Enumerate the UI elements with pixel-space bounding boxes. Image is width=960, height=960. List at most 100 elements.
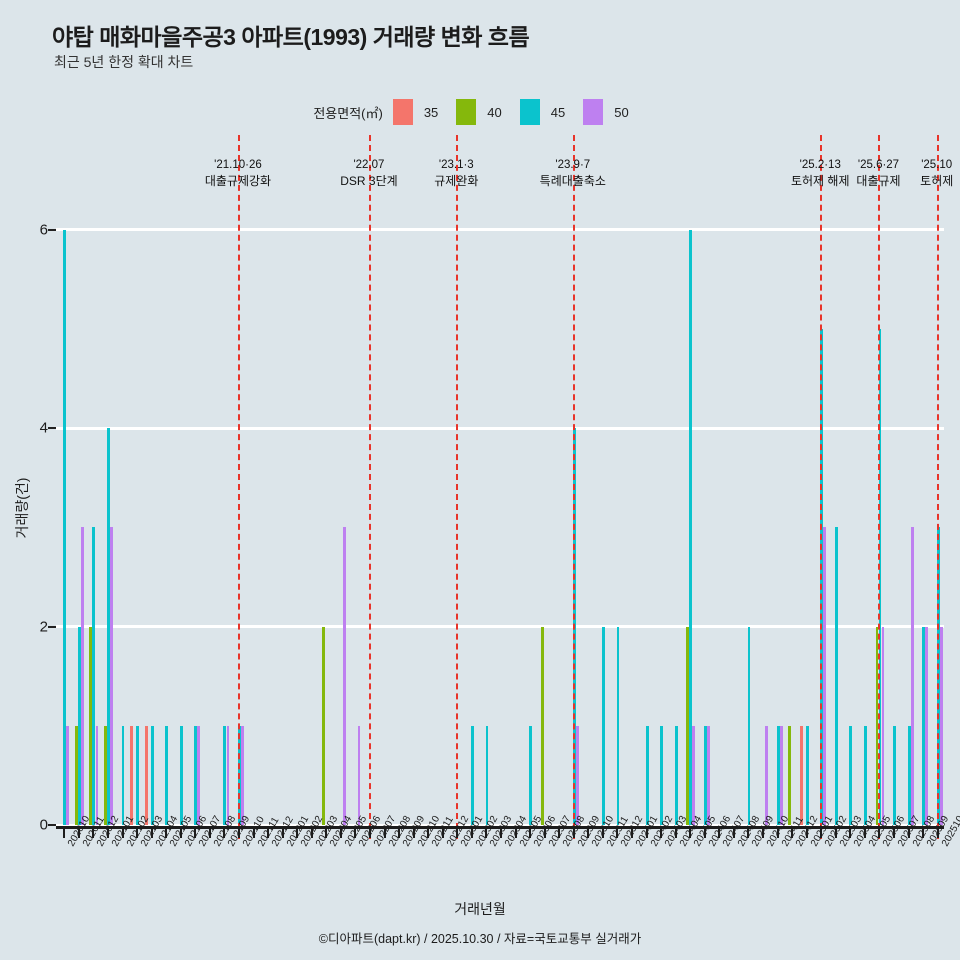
- bar[interactable]: [575, 725, 579, 825]
- x-tick-mark: [922, 829, 925, 838]
- bar[interactable]: [747, 626, 751, 825]
- bar[interactable]: [674, 725, 678, 825]
- x-tick-mark: [470, 829, 473, 838]
- bar[interactable]: [616, 626, 620, 825]
- x-tick-mark: [121, 829, 124, 838]
- bar[interactable]: [907, 725, 911, 825]
- x-tick-mark: [878, 829, 881, 838]
- bar[interactable]: [864, 725, 867, 825]
- y-tick-mark: [48, 228, 56, 231]
- x-tick-mark: [383, 829, 386, 838]
- y-tick-label: 2: [39, 618, 48, 636]
- bar[interactable]: [849, 725, 853, 825]
- bar[interactable]: [107, 428, 110, 825]
- bar[interactable]: [805, 725, 809, 825]
- bar[interactable]: [881, 626, 885, 825]
- x-tick-mark: [267, 829, 270, 838]
- legend-label: 40: [487, 104, 502, 120]
- annotation-label: '23.1·3 규제완화: [434, 158, 478, 189]
- bar[interactable]: [645, 725, 649, 825]
- x-tick-mark: [805, 829, 808, 838]
- bar[interactable]: [910, 527, 914, 825]
- bar[interactable]: [74, 725, 78, 825]
- bar[interactable]: [130, 725, 133, 825]
- annotation-text: 대출규제: [856, 174, 901, 188]
- annotation-text: 대출규제강화: [204, 174, 272, 188]
- bar[interactable]: [194, 725, 198, 825]
- bar[interactable]: [765, 725, 769, 825]
- page-subtitle: 최근 5년 한정 확대 차트: [54, 54, 194, 70]
- bar[interactable]: [834, 527, 838, 825]
- bar[interactable]: [110, 527, 113, 825]
- annotation-line: [820, 135, 823, 839]
- bar[interactable]: [77, 626, 81, 825]
- legend-swatch-icon: [456, 99, 477, 125]
- bar[interactable]: [779, 725, 783, 825]
- bar[interactable]: [601, 626, 605, 825]
- annotation-date: '25.10: [921, 159, 953, 171]
- legend-item-35[interactable]: 35: [392, 99, 452, 125]
- x-tick-mark: [747, 829, 750, 838]
- legend-item-50[interactable]: 50: [583, 99, 642, 125]
- x-tick-mark: [762, 829, 765, 838]
- bar[interactable]: [144, 725, 148, 825]
- bar[interactable]: [799, 725, 803, 825]
- bar[interactable]: [121, 725, 125, 825]
- x-tick-mark: [703, 829, 706, 838]
- x-tick-mark: [339, 829, 342, 838]
- page-title: 야탑 매화마을주공3 아파트(1993) 거래량 변화 흐름: [52, 24, 530, 50]
- bar[interactable]: [95, 725, 99, 825]
- bar[interactable]: [150, 725, 154, 825]
- bar[interactable]: [357, 725, 361, 825]
- bar[interactable]: [893, 725, 896, 825]
- bar[interactable]: [875, 626, 879, 825]
- bar[interactable]: [63, 229, 67, 825]
- bar[interactable]: [92, 527, 96, 825]
- bar[interactable]: [660, 725, 664, 825]
- x-tick-mark: [907, 829, 910, 838]
- bar[interactable]: [939, 626, 943, 825]
- bar[interactable]: [529, 725, 533, 825]
- x-tick-mark: [616, 829, 619, 838]
- footer-credit: ©디아파트(dapt.kr) / 2025.10.30 / 자료=국토교통부 실…: [318, 932, 642, 946]
- legend-item-40[interactable]: 40: [456, 99, 515, 125]
- bar[interactable]: [241, 725, 244, 825]
- annotation-label: '21.10·26 대출규제강화: [205, 158, 271, 189]
- x-tick-mark: [310, 829, 313, 838]
- bar[interactable]: [179, 725, 183, 825]
- bar[interactable]: [540, 626, 544, 825]
- bar[interactable]: [788, 725, 792, 825]
- bar[interactable]: [342, 527, 346, 825]
- bar[interactable]: [470, 725, 474, 825]
- x-tick-mark: [281, 829, 284, 838]
- legend-title: 전용면적(㎡): [313, 105, 383, 121]
- bar[interactable]: [66, 725, 70, 825]
- x-tick-mark: [674, 829, 677, 838]
- bar[interactable]: [226, 725, 230, 825]
- legend-item-45[interactable]: 45: [519, 99, 579, 125]
- bar[interactable]: [80, 527, 84, 825]
- bar[interactable]: [823, 527, 827, 825]
- bar[interactable]: [703, 725, 707, 825]
- bar[interactable]: [136, 725, 140, 825]
- bar[interactable]: [692, 725, 696, 825]
- bar[interactable]: [223, 725, 227, 825]
- bar[interactable]: [89, 626, 93, 825]
- bar[interactable]: [165, 725, 169, 825]
- bar[interactable]: [686, 626, 690, 825]
- bar[interactable]: [103, 725, 107, 825]
- x-tick-mark: [412, 829, 415, 838]
- legend-swatch-icon: [583, 99, 604, 125]
- bar[interactable]: [922, 626, 926, 825]
- bar[interactable]: [197, 725, 201, 825]
- x-tick-mark: [893, 829, 896, 838]
- bar[interactable]: [706, 725, 710, 825]
- bar[interactable]: [776, 725, 780, 825]
- x-tick-mark: [500, 829, 502, 838]
- bar[interactable]: [689, 229, 693, 825]
- legend-swatch-icon: [519, 99, 540, 125]
- bar[interactable]: [925, 626, 929, 825]
- bar[interactable]: [485, 725, 489, 825]
- bar[interactable]: [322, 626, 326, 825]
- x-tick-mark: [106, 829, 109, 838]
